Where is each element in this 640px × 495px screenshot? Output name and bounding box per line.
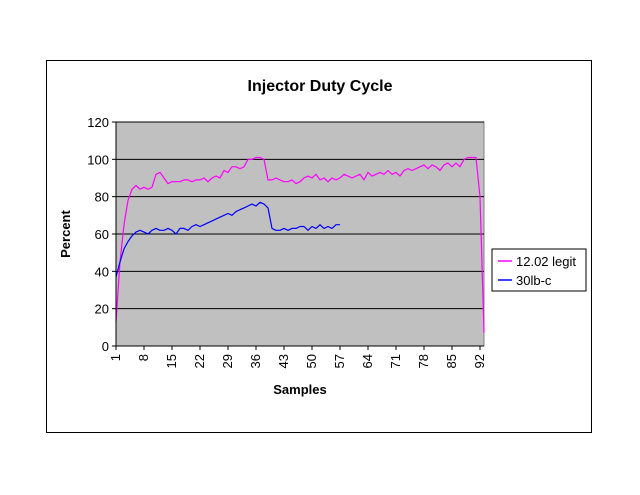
series-line-0 xyxy=(115,156,485,333)
x-tick-label: 57 xyxy=(332,354,347,368)
x-tick-label: 50 xyxy=(304,354,319,368)
x-tick-label: 1 xyxy=(108,354,123,361)
gridlines xyxy=(116,121,484,310)
y-tick-label: 0 xyxy=(102,339,109,354)
y-axis-ticks: 0 20 40 60 80 100 120 xyxy=(87,115,116,354)
x-tick-label: 43 xyxy=(276,354,291,368)
x-tick-label: 71 xyxy=(388,354,403,368)
x-tick-label: 78 xyxy=(416,354,431,368)
x-tick-label: 29 xyxy=(220,354,235,368)
series-group xyxy=(115,156,485,333)
legend-label-12-02-legit: 12.02 legit xyxy=(516,254,576,269)
y-tick-label: 40 xyxy=(95,264,109,279)
y-tick-label: 120 xyxy=(87,115,109,130)
x-tick-label: 15 xyxy=(164,354,179,368)
y-axis-title: Percent xyxy=(58,209,73,257)
y-tick-label: 80 xyxy=(95,190,109,205)
x-tick-label: 85 xyxy=(444,354,459,368)
x-axis-ticks: 1 8 15 22 29 36 43 50 57 64 71 78 85 92 xyxy=(108,346,487,368)
x-tick-label: 22 xyxy=(192,354,207,368)
x-tick-label: 64 xyxy=(360,354,375,368)
legend-box xyxy=(491,248,587,292)
x-axis-title: Samples xyxy=(273,382,326,397)
y-tick-label: 20 xyxy=(95,302,109,317)
series-line-1 xyxy=(115,201,340,278)
y-tick-label: 100 xyxy=(87,152,109,167)
x-tick-label: 36 xyxy=(248,354,263,368)
y-tick-label: 60 xyxy=(95,227,109,242)
chart-title: Injector Duty Cycle xyxy=(248,78,393,95)
x-tick-label: 8 xyxy=(136,354,151,361)
x-tick-label: 92 xyxy=(472,354,487,368)
legend-label-30lb-c: 30lb-c xyxy=(516,273,552,288)
legend: 12.02 legit 30lb-c xyxy=(491,248,587,292)
